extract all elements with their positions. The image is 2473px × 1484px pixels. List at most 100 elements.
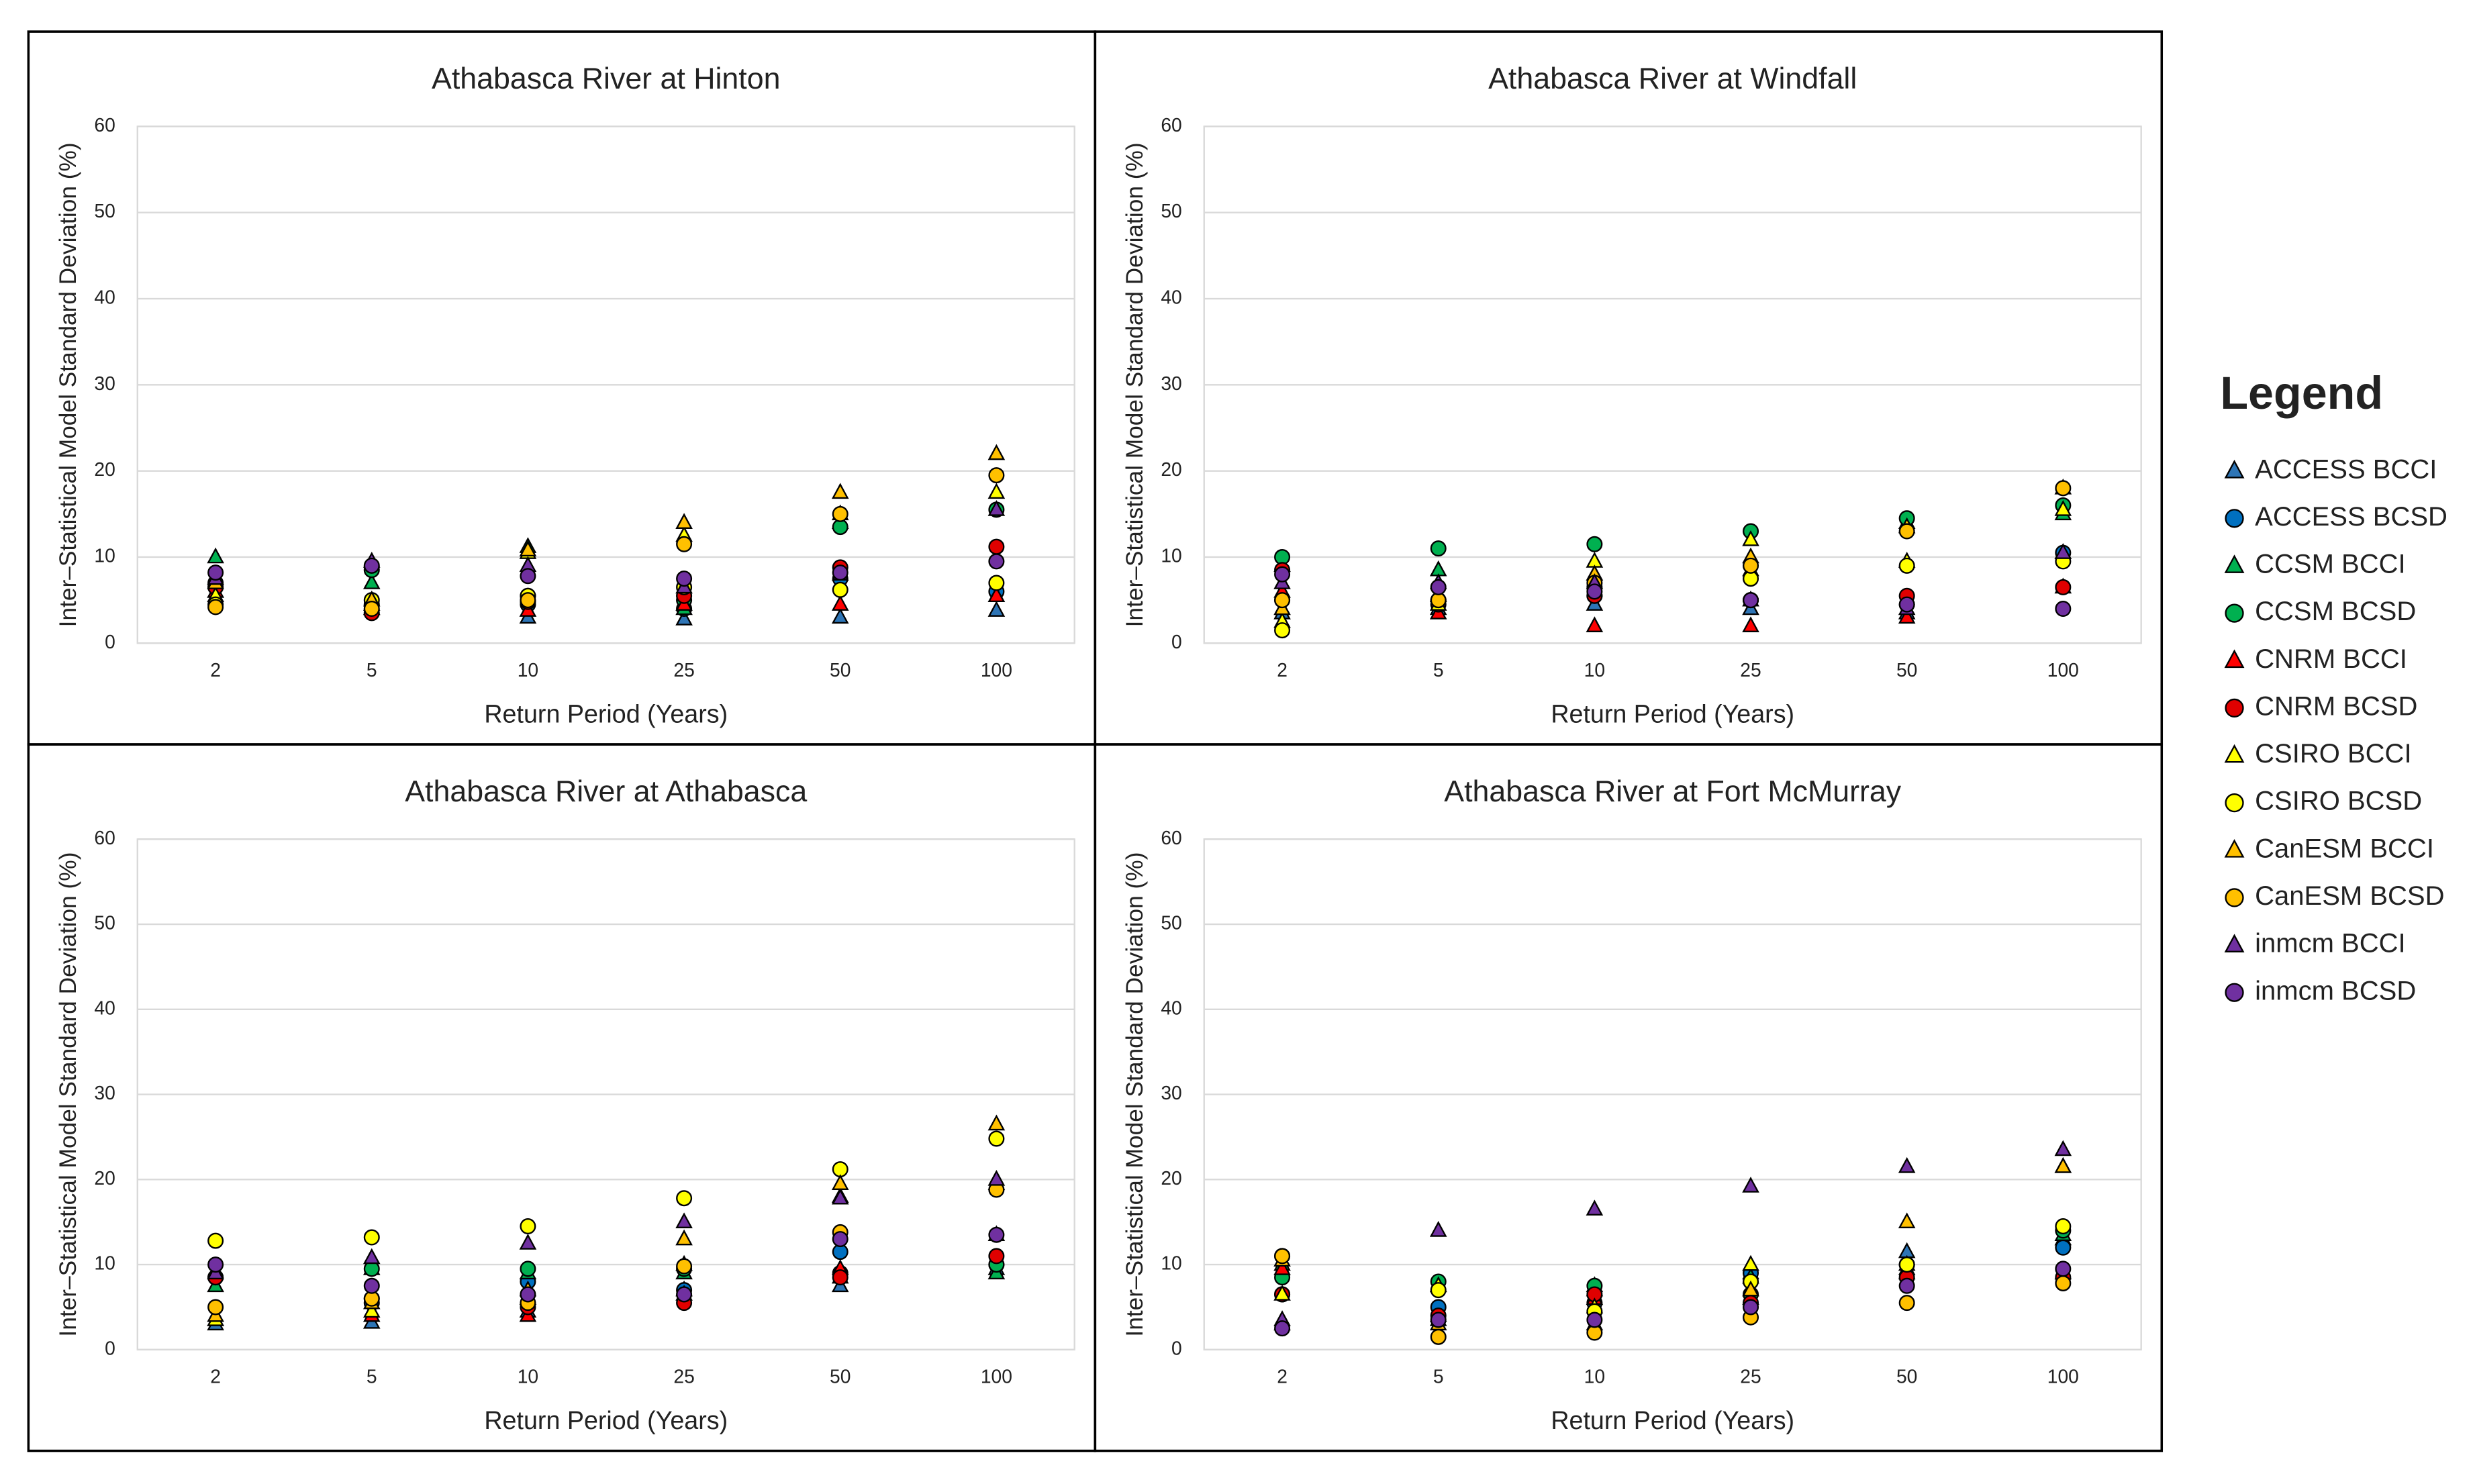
marker-triangle bbox=[2054, 1156, 2072, 1173]
x-axis-title: Return Period (Years) bbox=[1551, 1406, 1794, 1434]
x-tick-label: 50 bbox=[1896, 659, 1917, 681]
marker-triangle bbox=[1898, 607, 1916, 624]
legend-label: CanESM BCSD bbox=[2255, 881, 2444, 911]
y-axis-title: Inter–Statistical Model Standard Deviati… bbox=[1122, 142, 1148, 627]
x-tick-label: 100 bbox=[981, 659, 1012, 681]
marker-circle bbox=[1586, 583, 1603, 600]
marker-triangle bbox=[831, 607, 849, 624]
marker-circle bbox=[832, 1231, 848, 1248]
marker-circle bbox=[1430, 579, 1447, 595]
x-tick-label: 50 bbox=[830, 1366, 851, 1387]
marker-triangle bbox=[2224, 649, 2245, 669]
legend-title: Legend bbox=[2220, 368, 2383, 419]
y-tick-label: 30 bbox=[1161, 373, 1181, 394]
marker-triangle bbox=[207, 547, 224, 564]
chart-title: Athabasca River at Fort McMurray bbox=[1444, 775, 1901, 808]
marker-circle bbox=[988, 1130, 1005, 1147]
panel-border bbox=[1094, 743, 2164, 1452]
marker-circle bbox=[2055, 480, 2072, 497]
panel-border bbox=[27, 743, 1097, 1452]
marker-circle bbox=[1743, 1299, 1759, 1316]
marker-triangle bbox=[831, 483, 849, 499]
x-tick-label: 2 bbox=[1277, 659, 1288, 681]
marker-circle bbox=[832, 1269, 848, 1286]
marker-triangle bbox=[675, 609, 693, 626]
marker-triangle bbox=[831, 1174, 849, 1190]
x-tick-label: 50 bbox=[830, 659, 851, 681]
marker-triangle bbox=[1898, 1156, 1916, 1173]
y-tick-label: 30 bbox=[94, 1082, 115, 1103]
marker-circle bbox=[1274, 592, 1291, 609]
x-tick-label: 25 bbox=[673, 659, 694, 681]
marker-circle bbox=[363, 1229, 380, 1246]
marker-triangle bbox=[987, 1169, 1006, 1186]
marker-triangle bbox=[1742, 1280, 1759, 1297]
marker-triangle bbox=[1898, 1212, 1916, 1229]
y-tick-label: 10 bbox=[94, 544, 115, 566]
marker-triangle bbox=[831, 1188, 849, 1205]
marker-triangle bbox=[519, 1234, 537, 1250]
marker-triangle bbox=[2224, 554, 2245, 573]
marker-circle bbox=[1898, 523, 1915, 540]
marker-triangle bbox=[675, 1212, 693, 1229]
marker-triangle bbox=[2224, 744, 2245, 763]
y-tick-label: 30 bbox=[1161, 1082, 1181, 1103]
y-tick-label: 50 bbox=[1161, 912, 1181, 934]
marker-circle bbox=[363, 1277, 380, 1294]
marker-triangle bbox=[1429, 1221, 1447, 1237]
marker-circle bbox=[1430, 1328, 1447, 1345]
y-tick-label: 20 bbox=[94, 1167, 115, 1189]
marker-triangle bbox=[2054, 1140, 2072, 1156]
legend-label: ACCESS BCSD bbox=[2255, 502, 2447, 532]
marker-circle bbox=[2055, 579, 2072, 595]
y-tick-label: 60 bbox=[1161, 114, 1181, 136]
marker-triangle bbox=[987, 601, 1006, 617]
marker-circle bbox=[520, 1218, 536, 1235]
marker-circle bbox=[988, 575, 1005, 591]
legend-label: CSIRO BCSD bbox=[2255, 787, 2422, 816]
marker-circle bbox=[2225, 698, 2244, 718]
y-tick-label: 50 bbox=[94, 912, 115, 934]
marker-circle bbox=[363, 600, 380, 617]
marker-circle bbox=[1430, 1312, 1447, 1328]
marker-triangle bbox=[362, 1301, 381, 1318]
marker-circle bbox=[988, 467, 1005, 484]
marker-triangle bbox=[1586, 616, 1604, 632]
marker-triangle bbox=[1586, 1199, 1604, 1216]
y-tick-label: 20 bbox=[1161, 458, 1181, 480]
marker-triangle bbox=[1742, 1254, 1759, 1271]
y-axis-title: Inter–Statistical Model Standard Deviati… bbox=[55, 142, 81, 627]
marker-circle bbox=[1898, 1295, 1915, 1312]
marker-circle bbox=[2055, 1239, 2072, 1256]
marker-triangle bbox=[1742, 616, 1759, 632]
legend-label: CSIRO BCCI bbox=[2255, 739, 2411, 769]
marker-circle bbox=[1898, 1277, 1915, 1294]
y-tick-label: 50 bbox=[1161, 200, 1181, 221]
marker-triangle bbox=[362, 573, 381, 589]
marker-circle bbox=[676, 1190, 693, 1207]
x-tick-label: 100 bbox=[2047, 659, 2079, 681]
marker-circle bbox=[1743, 592, 1759, 609]
x-tick-label: 10 bbox=[1584, 1366, 1605, 1387]
marker-circle bbox=[2225, 793, 2244, 813]
marker-circle bbox=[2055, 1275, 2072, 1291]
panel-border bbox=[27, 30, 1097, 746]
x-tick-label: 5 bbox=[1433, 1366, 1444, 1387]
y-tick-label: 10 bbox=[1161, 1252, 1181, 1274]
marker-circle bbox=[676, 1286, 693, 1303]
marker-triangle bbox=[831, 595, 849, 611]
marker-circle bbox=[1274, 566, 1291, 583]
x-tick-label: 100 bbox=[2047, 1366, 2079, 1387]
marker-circle bbox=[832, 564, 848, 581]
marker-circle bbox=[207, 1299, 224, 1316]
y-tick-label: 10 bbox=[1161, 544, 1181, 566]
marker-triangle bbox=[1273, 1259, 1291, 1275]
x-tick-label: 5 bbox=[367, 1366, 377, 1387]
x-tick-label: 2 bbox=[210, 659, 221, 681]
marker-circle bbox=[1430, 540, 1447, 557]
marker-triangle bbox=[675, 513, 693, 529]
legend-label: inmcm BCCI bbox=[2255, 929, 2406, 958]
marker-circle bbox=[988, 1226, 1005, 1243]
y-tick-label: 40 bbox=[1161, 286, 1181, 307]
x-tick-label: 5 bbox=[367, 659, 377, 681]
